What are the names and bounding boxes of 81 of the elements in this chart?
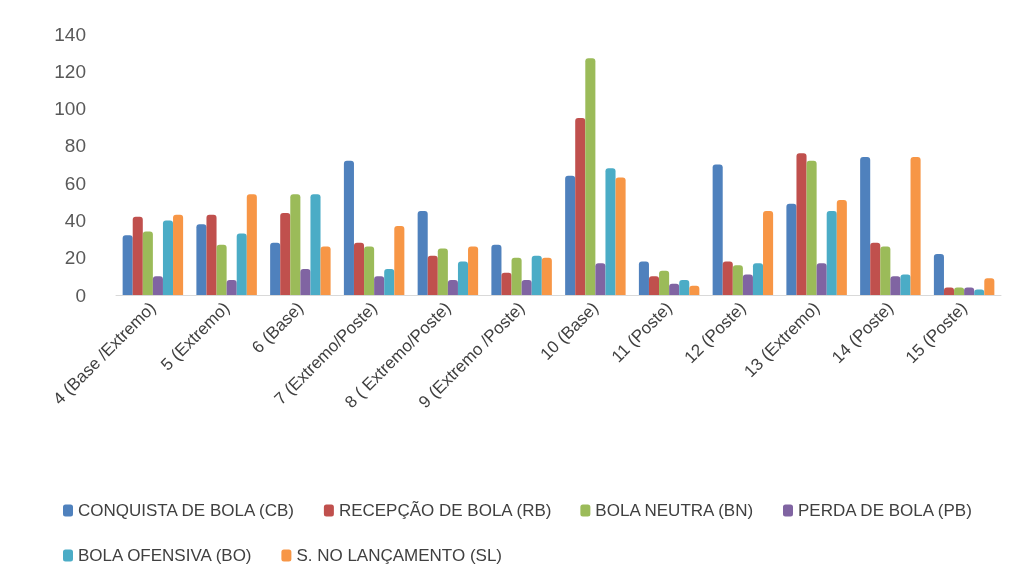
legend-label: CONQUISTA DE BOLA (CB) (78, 501, 295, 520)
bar (763, 211, 774, 295)
bar (638, 261, 649, 295)
bar (437, 248, 448, 295)
bar (933, 253, 944, 295)
bar (270, 242, 281, 295)
y-tick-label: 0 (75, 284, 86, 306)
bar (216, 244, 227, 295)
bar (374, 276, 385, 295)
y-tick-label: 100 (54, 98, 86, 120)
bar (648, 276, 660, 295)
bar (300, 268, 311, 295)
bar (796, 153, 807, 295)
bar (786, 203, 797, 295)
legend-label: S. NO LANÇAMENTO (SL) (296, 546, 503, 565)
bar (575, 117, 586, 295)
bar (320, 246, 331, 295)
bar (501, 272, 512, 295)
bar (236, 233, 247, 295)
bar (162, 220, 174, 295)
bar (122, 235, 133, 295)
bar (353, 242, 365, 295)
bar (427, 255, 438, 295)
bar (280, 212, 291, 295)
y-tick-label: 80 (64, 135, 86, 157)
y-tick-label: 120 (54, 60, 86, 82)
bar (152, 276, 163, 295)
bar (860, 157, 871, 295)
bar (679, 280, 690, 295)
y-tick-label: 60 (64, 172, 86, 194)
bar (900, 274, 911, 295)
legend-label: PERDA DE BOLA (PB) (798, 501, 972, 520)
bar (196, 224, 207, 295)
bar (870, 242, 881, 295)
bar (394, 226, 405, 295)
bar (669, 283, 680, 295)
bar (722, 261, 733, 295)
bar (206, 214, 217, 295)
bar (468, 246, 479, 295)
y-tick-label: 40 (64, 209, 86, 231)
bar (384, 268, 395, 295)
bar (816, 263, 827, 295)
bar (541, 257, 552, 295)
legend-label: RECEPÇÃO DE BOLA (RB) (338, 501, 552, 520)
bar (659, 270, 670, 295)
bar (132, 216, 143, 295)
bar (712, 164, 723, 295)
bar (605, 168, 616, 295)
bar (732, 265, 743, 295)
bar (173, 214, 184, 295)
bar (246, 194, 257, 295)
bar (290, 194, 301, 295)
bar (806, 160, 817, 295)
legend-label: BOLA OFENSIVA (BO) (78, 546, 252, 565)
bar (511, 257, 522, 295)
bar (142, 231, 153, 295)
bar (984, 278, 995, 295)
bar (595, 263, 606, 295)
bar (836, 199, 847, 295)
bar (364, 246, 375, 295)
y-tick-label: 20 (64, 247, 86, 269)
bar (880, 246, 891, 295)
bar (457, 261, 469, 295)
bar (491, 244, 502, 295)
bar (585, 58, 596, 295)
bar (742, 274, 753, 295)
y-tick-label: 140 (54, 23, 86, 45)
bar (226, 280, 237, 295)
bar (890, 276, 901, 295)
bar (447, 280, 458, 295)
bar (521, 280, 532, 295)
bar (752, 263, 764, 295)
bar (343, 160, 354, 295)
bar (417, 211, 428, 295)
legend-label: BOLA NEUTRA (BN) (595, 501, 754, 520)
bar (826, 211, 837, 295)
bar (531, 255, 542, 295)
bar (615, 177, 626, 295)
bar (310, 194, 321, 295)
bar (910, 157, 921, 295)
bar (565, 175, 576, 295)
